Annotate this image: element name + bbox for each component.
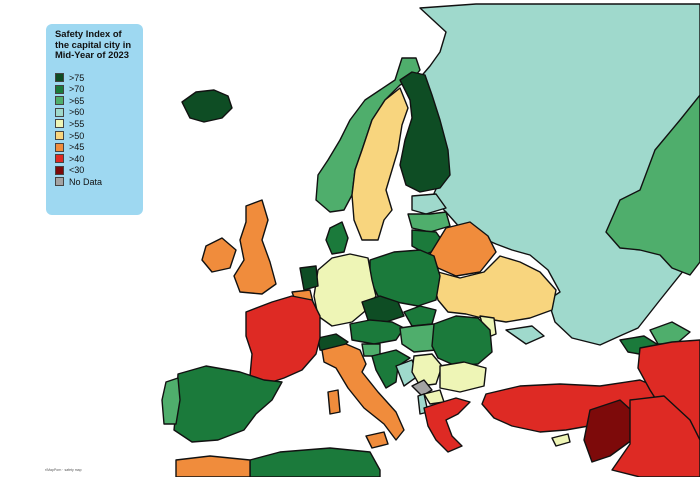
region-italy — [321, 343, 405, 441]
region-denmark — [325, 221, 349, 255]
legend-swatch — [55, 142, 64, 152]
region-spain — [173, 365, 283, 443]
region-finland — [399, 71, 451, 193]
legend-label: >70 — [69, 84, 85, 95]
legend-item: >45 — [55, 141, 135, 153]
region-portugal — [161, 377, 181, 425]
region-bulgaria — [439, 361, 487, 393]
region-romania — [431, 315, 493, 367]
legend: Safety Index of the capital city in Mid-… — [46, 24, 143, 215]
region-crimea — [505, 325, 545, 345]
region-croatia — [371, 349, 411, 389]
legend-label: >65 — [69, 95, 85, 106]
legend-item: >70 — [55, 83, 135, 95]
legend-swatch — [55, 154, 64, 164]
region-sweden — [351, 87, 409, 241]
legend-item: >65 — [55, 95, 135, 107]
legend-swatch — [55, 131, 64, 141]
legend-swatch — [55, 165, 64, 175]
legend-item: >75 — [55, 72, 135, 84]
legend-label: <30 — [69, 165, 85, 176]
legend-label: >60 — [69, 107, 85, 118]
legend-item: <30 — [55, 165, 135, 177]
legend-label: >45 — [69, 142, 85, 153]
legend-swatch — [55, 84, 64, 94]
legend-label: >55 — [69, 118, 85, 129]
region-serbia — [411, 353, 443, 387]
legend-item: >50 — [55, 130, 135, 142]
legend-swatch — [55, 119, 64, 129]
region-latvia — [407, 211, 451, 233]
region-austria — [349, 319, 405, 345]
legend-item: >55 — [55, 118, 135, 130]
region-iceland — [181, 89, 233, 123]
region-syria — [583, 399, 641, 463]
legend-title: Safety Index of the capital city in Mid-… — [55, 28, 132, 61]
region-netherlands — [299, 265, 319, 291]
region-sardinia — [327, 389, 341, 415]
region-sicily — [365, 431, 389, 449]
legend-swatch — [55, 73, 64, 83]
region-ireland — [201, 237, 237, 273]
legend-swatch — [55, 177, 64, 187]
region-iraq — [611, 395, 700, 477]
region-ukraine — [433, 255, 557, 323]
region-no-data — [411, 379, 433, 397]
region-azerbaijan — [649, 321, 691, 345]
legend-label: >50 — [69, 130, 85, 141]
legend-label: >75 — [69, 72, 85, 83]
region-greece — [423, 397, 471, 453]
legend-label: No Data — [69, 176, 103, 187]
region-slovakia — [403, 305, 437, 327]
region-uk — [233, 199, 277, 295]
legend-swatch — [55, 96, 64, 106]
legend-item: >60 — [55, 107, 135, 119]
legend-rows: >75 >70 >65 >60 >55 >50 >45 >40 <30 No Data — [55, 72, 135, 188]
region-estonia — [411, 193, 447, 215]
region-kazakhstan — [605, 94, 700, 276]
region-france — [245, 295, 321, 385]
region-north-africa — [249, 447, 381, 477]
legend-item: No Data — [55, 176, 135, 188]
legend-swatch — [55, 107, 64, 117]
legend-item: >40 — [55, 153, 135, 165]
legend-label: >40 — [69, 153, 85, 164]
map-credit: r/MapPorn · safety map — [45, 468, 82, 472]
region-cyprus — [551, 433, 571, 447]
region-morocco — [175, 455, 251, 477]
